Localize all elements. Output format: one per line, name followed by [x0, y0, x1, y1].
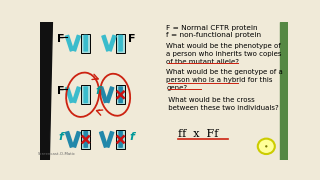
- Text: ff  x  Ff: ff x Ff: [178, 129, 218, 139]
- Text: f: f: [129, 132, 134, 142]
- Ellipse shape: [258, 139, 275, 154]
- FancyBboxPatch shape: [72, 35, 81, 52]
- FancyBboxPatch shape: [82, 130, 90, 149]
- FancyBboxPatch shape: [116, 85, 125, 104]
- FancyBboxPatch shape: [118, 86, 123, 103]
- FancyBboxPatch shape: [65, 131, 74, 148]
- FancyBboxPatch shape: [84, 131, 88, 148]
- Text: What would be the cross
 between these two individuals?: What would be the cross between these tw…: [166, 97, 279, 111]
- FancyBboxPatch shape: [99, 131, 108, 148]
- FancyBboxPatch shape: [105, 131, 115, 148]
- FancyBboxPatch shape: [84, 86, 88, 103]
- FancyBboxPatch shape: [72, 86, 81, 103]
- FancyBboxPatch shape: [116, 33, 125, 53]
- FancyBboxPatch shape: [101, 35, 110, 52]
- Text: F: F: [57, 86, 65, 96]
- Text: What would be the phenotype of
a person who inherits two copies
of the mutant al: What would be the phenotype of a person …: [166, 43, 282, 65]
- Text: F: F: [128, 34, 135, 44]
- FancyBboxPatch shape: [82, 85, 90, 104]
- FancyBboxPatch shape: [65, 86, 74, 103]
- Text: What would be the genotype of a
person who is a hybrid for this
gene?: What would be the genotype of a person w…: [166, 69, 283, 91]
- FancyBboxPatch shape: [72, 131, 81, 148]
- FancyBboxPatch shape: [108, 35, 117, 52]
- FancyBboxPatch shape: [82, 33, 90, 53]
- Ellipse shape: [265, 145, 268, 147]
- Text: f: f: [96, 86, 100, 96]
- FancyBboxPatch shape: [105, 86, 115, 103]
- Polygon shape: [40, 22, 52, 160]
- Text: F: F: [57, 34, 65, 44]
- FancyBboxPatch shape: [118, 35, 123, 52]
- Text: f: f: [59, 132, 63, 142]
- Text: Screencast-O-Matic: Screencast-O-Matic: [38, 152, 76, 156]
- FancyBboxPatch shape: [116, 130, 125, 149]
- Polygon shape: [280, 22, 288, 160]
- Text: F = Normal CFTR protein: F = Normal CFTR protein: [166, 25, 258, 32]
- Text: f = non-functional protein: f = non-functional protein: [166, 32, 261, 38]
- FancyBboxPatch shape: [118, 131, 123, 148]
- FancyBboxPatch shape: [84, 35, 88, 52]
- FancyBboxPatch shape: [65, 35, 74, 52]
- FancyBboxPatch shape: [99, 86, 108, 103]
